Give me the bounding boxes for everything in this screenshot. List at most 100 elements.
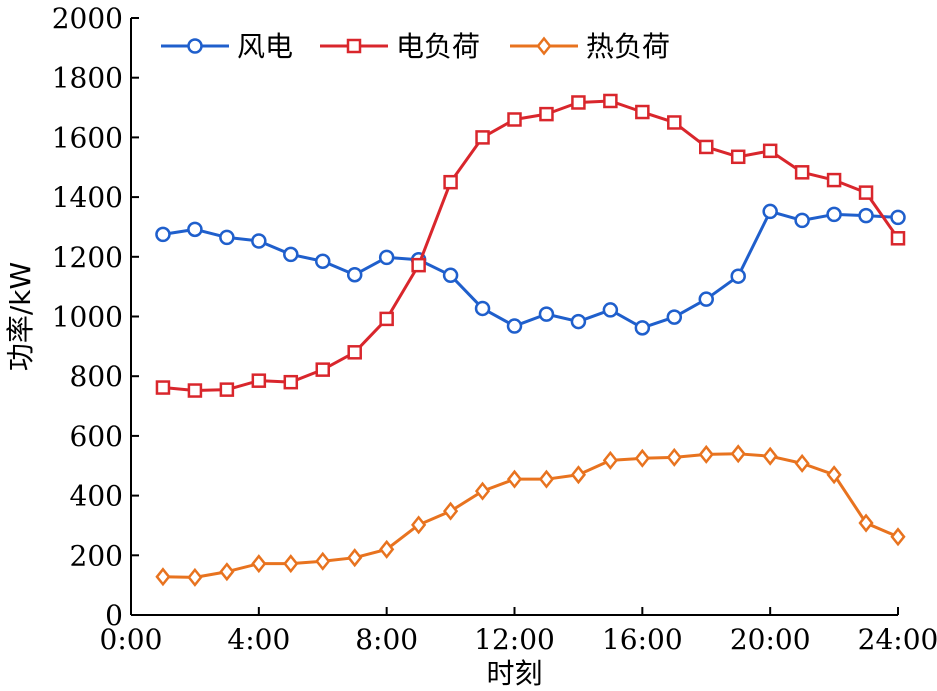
x-tick-label: 24:00 [858, 623, 937, 656]
x-tick-label: 20:00 [730, 623, 811, 656]
data-point [155, 226, 171, 243]
y-tick-label: 1200 [52, 241, 123, 274]
data-point [507, 112, 522, 127]
data-point [187, 567, 203, 587]
data-point [826, 172, 842, 188]
data-point [602, 302, 619, 318]
y-tick-label: 600 [70, 420, 123, 453]
data-point [890, 231, 906, 246]
data-point [570, 465, 587, 485]
legend-item: 电负荷 [320, 30, 480, 63]
data-point [474, 300, 491, 317]
data-point [506, 469, 523, 489]
y-tick-label: 1000 [52, 301, 123, 334]
series-layer [155, 93, 906, 587]
y-tick-label: 200 [70, 539, 123, 572]
data-point [762, 203, 778, 220]
data-point [730, 268, 746, 284]
data-point [378, 249, 395, 266]
legend-label: 电负荷 [396, 30, 480, 63]
x-tick-label: 0:00 [100, 623, 163, 656]
data-point [315, 362, 330, 377]
data-point [442, 267, 459, 284]
series-line [162, 452, 899, 579]
data-point [443, 174, 458, 190]
series-line [162, 209, 899, 330]
data-point [858, 185, 874, 200]
data-point [762, 446, 778, 466]
data-point [346, 266, 363, 283]
data-point [155, 567, 171, 587]
data-point [474, 481, 491, 501]
data-point [219, 229, 235, 246]
data-point [667, 115, 682, 130]
data-point [475, 130, 490, 145]
data-point [251, 233, 267, 249]
data-point [698, 291, 714, 307]
y-tick-label: 2000 [52, 2, 123, 35]
data-point [571, 95, 586, 110]
data-point [826, 206, 842, 223]
data-point [794, 165, 810, 180]
data-point [283, 374, 299, 390]
x-axis-title: 时刻 [486, 657, 542, 690]
data-point [219, 382, 235, 397]
axes [130, 18, 898, 616]
data-point [411, 257, 426, 273]
data-point [890, 209, 906, 226]
legend-item: 热负荷 [510, 30, 670, 63]
data-point [826, 465, 842, 485]
data-point [666, 309, 683, 325]
y-tick-label: 800 [70, 360, 123, 393]
legend-item: 风电 [161, 30, 293, 63]
data-point [506, 318, 523, 334]
data-point [315, 253, 331, 270]
data-point [347, 548, 363, 568]
legend-marker [346, 38, 362, 54]
data-point [539, 106, 554, 122]
data-point [379, 311, 394, 327]
data-point [603, 93, 618, 109]
data-point [538, 469, 555, 489]
data-point [315, 551, 331, 571]
legend-marker [187, 38, 203, 54]
data-point [730, 149, 746, 165]
data-point [442, 501, 459, 521]
data-point [570, 313, 587, 330]
data-point [602, 450, 618, 470]
x-axis-ticks: 0:00 4:00 8:00 12:00 16:00 20:00 24:00 [100, 607, 937, 656]
x-tick-label: 16:00 [602, 623, 683, 656]
y-tick-label: 1800 [52, 62, 123, 95]
data-point [283, 554, 299, 574]
data-point [794, 212, 810, 229]
data-point [890, 527, 906, 547]
x-tick-label: 12:00 [474, 623, 555, 656]
data-point [730, 444, 746, 464]
data-point [347, 345, 362, 360]
data-point [283, 246, 299, 263]
data-point [634, 448, 650, 468]
y-axis-title: 功率/kW [4, 262, 37, 371]
data-point [858, 207, 874, 224]
legend-label: 风电 [237, 30, 293, 63]
data-point [219, 562, 235, 582]
legend-marker [536, 36, 552, 56]
y-tick-label: 1600 [52, 121, 123, 154]
data-point [698, 444, 714, 464]
series-0 [155, 203, 906, 336]
y-tick-label: 400 [70, 480, 123, 513]
data-point [251, 554, 267, 574]
series-2 [155, 444, 906, 587]
x-tick-label: 8:00 [355, 623, 418, 656]
x-tick-label: 4:00 [227, 623, 290, 656]
data-point [762, 143, 778, 159]
y-tick-label: 0 [105, 599, 123, 632]
data-point [155, 380, 171, 395]
data-point [187, 221, 203, 238]
data-point [379, 539, 395, 559]
data-point [187, 383, 203, 398]
data-point [858, 513, 874, 533]
data-point [411, 515, 427, 535]
data-point [699, 139, 714, 155]
